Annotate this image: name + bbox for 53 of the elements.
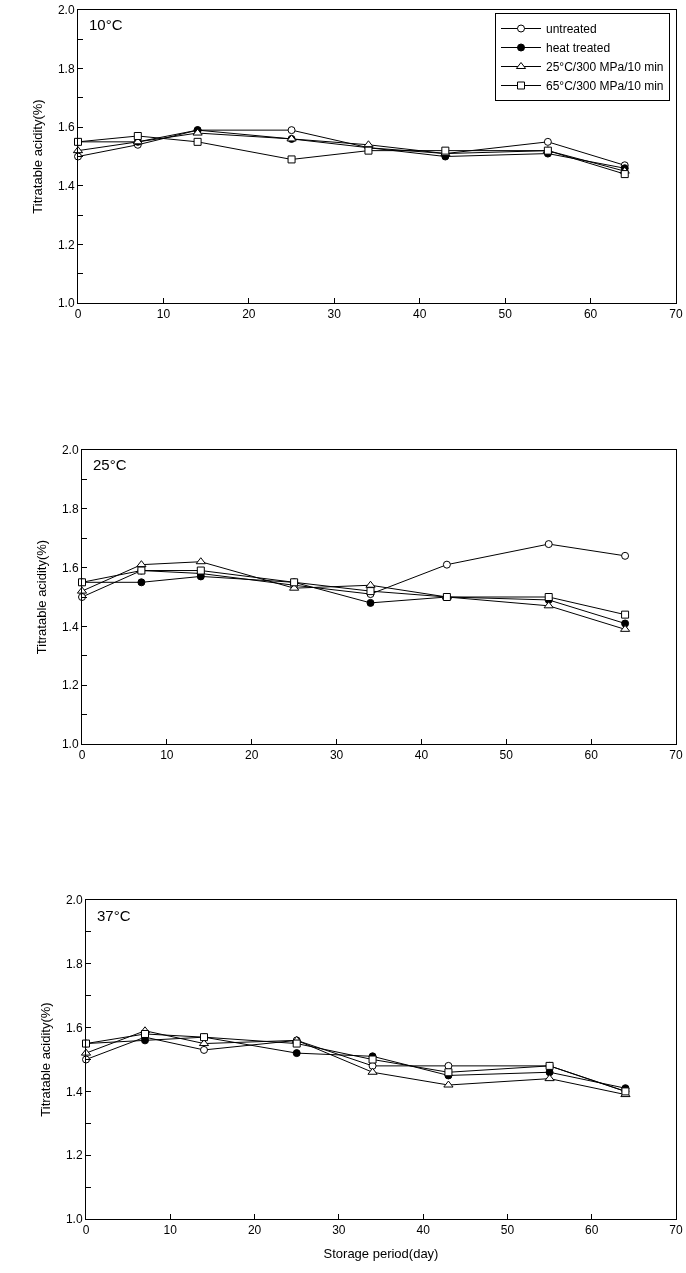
y-tick-label: 1.6 [61, 560, 79, 575]
y-tick-label: 2.0 [57, 3, 75, 18]
x-tick-label: 10 [163, 1223, 178, 1238]
y-tick-label: 1.6 [57, 120, 75, 135]
x-tick-label: 40 [416, 1223, 431, 1238]
y-axis-title: Titratable acidity(%) [37, 1002, 53, 1117]
annotation: 25°C [93, 456, 127, 473]
y-tick-label: 1.4 [57, 179, 75, 193]
y-tick-label: 1.8 [57, 61, 75, 76]
legend-label: heat treated [546, 41, 611, 56]
annotation: 37°C [97, 907, 131, 924]
x-tick-label: 40 [413, 307, 427, 322]
x-tick-label: 10 [160, 748, 174, 763]
y-tick-label: 1.8 [65, 957, 83, 971]
x-tick-label: 10 [156, 307, 171, 322]
y-tick-label: 1.0 [61, 737, 79, 752]
y-tick-label: 1.8 [61, 502, 79, 516]
x-tick-label: 30 [327, 307, 342, 322]
y-tick-label: 1.6 [65, 1020, 83, 1035]
y-axis-title: Titratable acidity(%) [33, 539, 49, 655]
x-axis-title: Storage period(day) [323, 1246, 439, 1261]
y-tick-label: 1.4 [65, 1084, 83, 1099]
x-tick-label: 60 [585, 1223, 599, 1238]
x-tick-label: 0 [78, 748, 86, 763]
y-tick-label: 2.0 [65, 893, 83, 908]
x-tick-label: 40 [414, 748, 429, 763]
x-tick-label: 30 [332, 1223, 346, 1238]
x-tick-label: 30 [329, 748, 344, 763]
y-tick-label: 1.0 [65, 1212, 83, 1227]
y-tick-label: 1.2 [57, 237, 75, 252]
y-axis-title: Titratable acidity(%) [29, 99, 45, 214]
x-tick-label: 70 [669, 748, 683, 763]
y-tick-label: 1.4 [61, 619, 79, 634]
x-tick-label: 50 [500, 1223, 515, 1238]
x-tick-label: 0 [74, 307, 82, 322]
x-tick-label: 60 [584, 748, 599, 763]
x-tick-label: 50 [499, 748, 514, 763]
y-tick-label: 1.2 [65, 1148, 83, 1163]
legend-label: untreated [546, 22, 597, 37]
x-tick-label: 70 [669, 307, 683, 322]
x-tick-label: 60 [583, 307, 598, 322]
x-tick-label: 20 [247, 1223, 262, 1238]
legend-label: 25°C/300 MPa/10 min [546, 60, 664, 75]
x-tick-label: 20 [242, 307, 256, 322]
y-tick-label: 2.0 [61, 443, 79, 458]
annotation: 10°C [89, 16, 123, 33]
y-tick-label: 1.2 [61, 678, 79, 693]
x-tick-label: 70 [669, 1223, 683, 1238]
y-tick-label: 1.0 [57, 296, 75, 311]
legend-label: 65°C/300 MPa/10 min [546, 79, 664, 94]
x-tick-label: 50 [498, 307, 513, 322]
x-tick-label: 0 [82, 1223, 90, 1238]
x-tick-label: 20 [245, 748, 259, 763]
